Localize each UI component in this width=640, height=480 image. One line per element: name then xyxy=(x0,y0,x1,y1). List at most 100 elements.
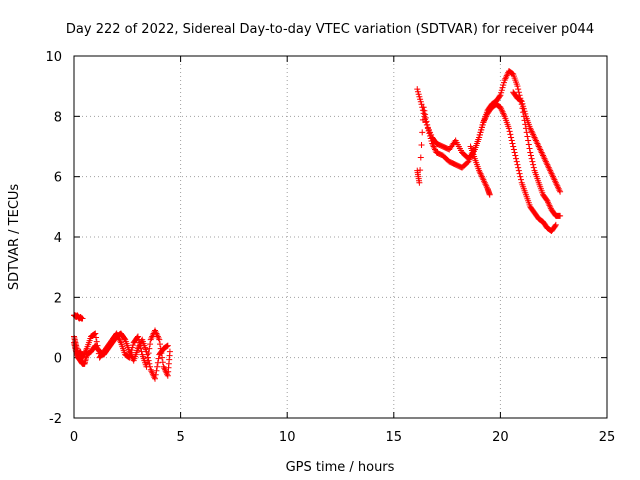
series-late-trace-a xyxy=(414,68,564,219)
data-point xyxy=(517,173,524,180)
x-tick-label: 15 xyxy=(386,430,403,445)
data-point xyxy=(521,108,528,115)
data-point xyxy=(417,98,424,105)
data-point xyxy=(513,155,520,162)
data-point xyxy=(508,134,515,141)
series-late-upper-branch xyxy=(510,89,564,195)
data-point xyxy=(92,330,99,337)
data-point xyxy=(164,343,171,350)
data-point xyxy=(93,338,100,345)
data-point xyxy=(157,345,164,352)
data-point xyxy=(417,154,424,161)
data-point xyxy=(515,164,522,171)
data-point xyxy=(94,342,101,349)
data-point xyxy=(525,141,532,148)
data-point xyxy=(417,167,424,174)
data-point xyxy=(530,161,537,168)
data-point xyxy=(156,336,163,343)
data-point xyxy=(415,91,422,98)
data-point xyxy=(508,70,515,77)
data-point xyxy=(497,92,504,99)
series-early-spike xyxy=(71,312,86,322)
data-point xyxy=(143,363,150,370)
data-point xyxy=(514,83,521,90)
y-tick-label: 6 xyxy=(54,171,62,186)
data-point xyxy=(423,118,430,125)
y-tick-label: -2 xyxy=(49,412,62,427)
data-point xyxy=(510,146,517,153)
data-point xyxy=(166,348,173,355)
data-point xyxy=(427,132,434,139)
data-point xyxy=(479,121,486,128)
x-tick-label: 25 xyxy=(599,430,616,445)
data-point xyxy=(557,212,564,219)
data-point xyxy=(147,341,154,348)
data-point xyxy=(153,367,160,374)
data-point xyxy=(154,363,161,370)
data-point xyxy=(515,86,522,93)
data-point xyxy=(514,161,521,168)
data-point xyxy=(419,129,426,136)
data-point xyxy=(416,179,423,186)
y-tick-label: 4 xyxy=(54,231,62,246)
data-point xyxy=(476,134,483,141)
data-point xyxy=(95,346,102,353)
data-point xyxy=(420,104,427,111)
data-point xyxy=(422,111,429,118)
y-tick-label: 8 xyxy=(54,110,62,125)
data-point xyxy=(518,176,525,183)
y-tick-label: 2 xyxy=(54,291,62,306)
data-point xyxy=(422,114,429,121)
data-point xyxy=(516,170,523,177)
data-point xyxy=(152,371,159,378)
data-point xyxy=(91,331,98,338)
x-tick-label: 20 xyxy=(492,430,509,445)
data-point xyxy=(523,129,530,136)
data-point xyxy=(512,152,519,159)
data-point xyxy=(144,354,151,361)
data-point xyxy=(518,98,525,105)
data-point xyxy=(529,158,536,165)
data-point xyxy=(420,110,427,117)
data-point xyxy=(426,130,433,137)
data-point xyxy=(525,137,532,144)
data-point xyxy=(499,84,506,91)
data-point xyxy=(527,149,534,156)
y-axis-label: SDTVAR / TECUs xyxy=(7,184,22,291)
data-point xyxy=(136,339,143,346)
data-point xyxy=(135,336,142,343)
data-point xyxy=(524,133,531,140)
data-point xyxy=(522,110,529,117)
data-point xyxy=(163,343,170,350)
series-early-trace-b xyxy=(71,327,173,379)
data-point xyxy=(414,88,421,95)
y-tick-label: 0 xyxy=(54,352,62,367)
data-point xyxy=(498,87,505,94)
data-point xyxy=(424,121,431,128)
data-point xyxy=(425,127,432,134)
data-point xyxy=(464,159,471,166)
data-point xyxy=(428,137,435,144)
data-point xyxy=(518,97,525,104)
grid-layer xyxy=(74,56,607,418)
data-point xyxy=(552,221,559,228)
x-tick-label: 10 xyxy=(279,430,296,445)
data-point xyxy=(519,100,526,107)
tick-layer: 0 5 10 15 20 25 -2 0 2 4 6 8 10 xyxy=(45,50,615,445)
data-point xyxy=(127,349,134,356)
data-point xyxy=(137,345,144,352)
data-point xyxy=(416,93,423,100)
data-point xyxy=(154,359,161,366)
data-point xyxy=(517,97,524,104)
data-point xyxy=(146,345,153,352)
plot-frame xyxy=(73,55,608,419)
data-point xyxy=(417,96,424,103)
data-point xyxy=(478,126,485,133)
data-point xyxy=(477,129,484,136)
data-point xyxy=(509,70,516,77)
data-point xyxy=(515,89,522,96)
data-point xyxy=(476,131,483,138)
x-tick-label: 5 xyxy=(176,430,184,445)
data-point xyxy=(414,86,421,93)
